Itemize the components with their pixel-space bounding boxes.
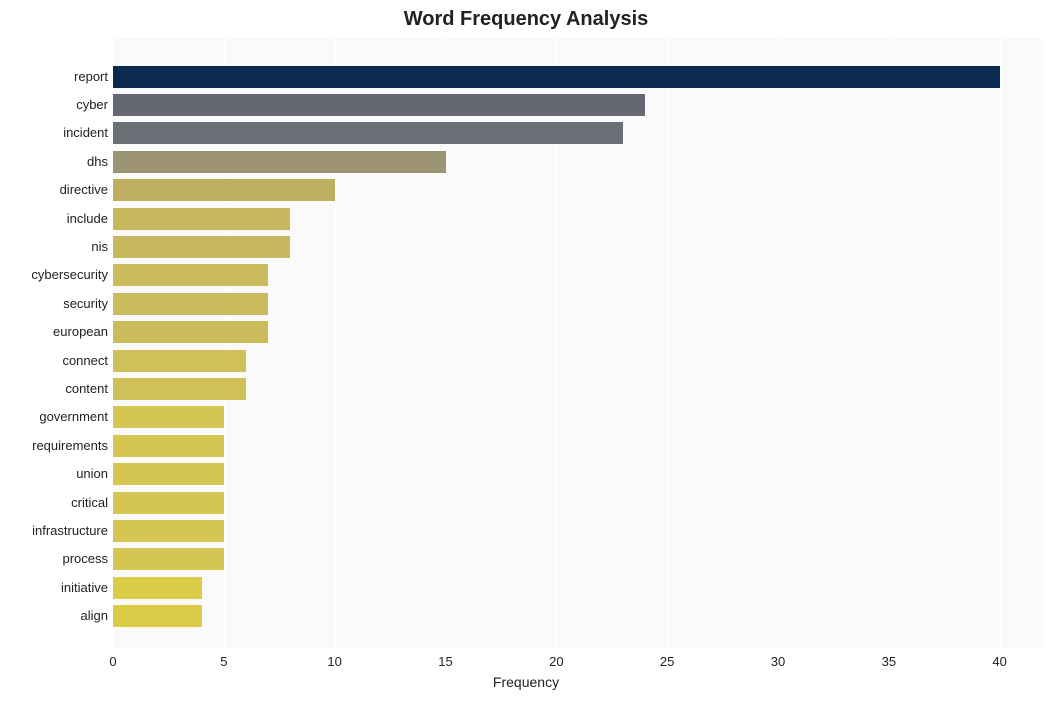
y-axis-label: dhs (3, 154, 108, 169)
bar (113, 293, 268, 315)
bar (113, 66, 1000, 88)
bar (113, 605, 202, 627)
y-axis-label: union (3, 466, 108, 481)
y-axis-label: incident (3, 125, 108, 140)
bar (113, 264, 268, 286)
x-axis-tick: 20 (536, 654, 576, 669)
y-axis-label: align (3, 608, 108, 623)
bar (113, 236, 290, 258)
x-axis-tick: 40 (980, 654, 1020, 669)
bar (113, 520, 224, 542)
y-axis-label: security (3, 296, 108, 311)
y-axis-label: cyber (3, 97, 108, 112)
y-axis-label: requirements (3, 438, 108, 453)
x-axis-tick: 0 (93, 654, 133, 669)
chart-container: Word Frequency Analysis Frequency report… (0, 0, 1052, 701)
bar (113, 435, 224, 457)
bar (113, 179, 335, 201)
bar (113, 94, 645, 116)
bar (113, 151, 446, 173)
bar (113, 378, 246, 400)
bar (113, 122, 623, 144)
chart-title: Word Frequency Analysis (0, 8, 1052, 31)
bar (113, 577, 202, 599)
bar (113, 321, 268, 343)
grid-line (889, 38, 890, 648)
y-axis-label: government (3, 409, 108, 424)
y-axis-label: critical (3, 495, 108, 510)
y-axis-label: connect (3, 353, 108, 368)
y-axis-label: nis (3, 239, 108, 254)
x-axis-tick: 35 (869, 654, 909, 669)
y-axis-label: process (3, 551, 108, 566)
grid-line (667, 38, 668, 648)
x-axis-tick: 15 (426, 654, 466, 669)
grid-line (778, 38, 779, 648)
bar (113, 548, 224, 570)
x-axis-tick: 30 (758, 654, 798, 669)
y-axis-label: initiative (3, 580, 108, 595)
x-axis-tick: 10 (315, 654, 355, 669)
plot-area (113, 38, 1044, 648)
x-axis-tick: 5 (204, 654, 244, 669)
y-axis-label: report (3, 69, 108, 84)
grid-line (1000, 38, 1001, 648)
y-axis-label: cybersecurity (3, 267, 108, 282)
y-axis-label: content (3, 381, 108, 396)
y-axis-label: directive (3, 182, 108, 197)
y-axis-label: infrastructure (3, 523, 108, 538)
y-axis-label: european (3, 324, 108, 339)
x-axis-tick: 25 (647, 654, 687, 669)
y-axis-label: include (3, 211, 108, 226)
bar (113, 350, 246, 372)
bar (113, 492, 224, 514)
bar (113, 406, 224, 428)
bar (113, 463, 224, 485)
bar (113, 208, 290, 230)
x-axis-title: Frequency (0, 674, 1052, 690)
